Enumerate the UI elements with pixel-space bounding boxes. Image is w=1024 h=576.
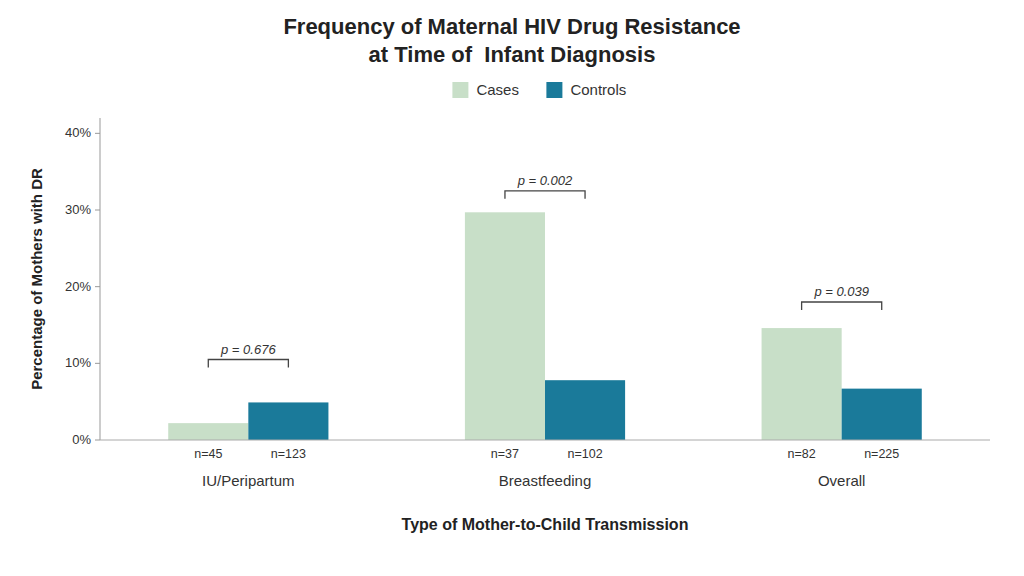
bar (248, 402, 328, 440)
tick-label: 0% (72, 432, 91, 447)
bar (762, 328, 842, 440)
tick-mark (95, 133, 100, 134)
x-axis-line (100, 440, 990, 441)
p-value: p = 0.039 (813, 284, 869, 299)
chart: Frequency of Maternal HIV Drug Resistanc… (0, 0, 1024, 576)
n-label: n=82 (788, 447, 816, 461)
bar (168, 423, 248, 440)
p-value: p = 0.002 (517, 173, 573, 188)
category-label: Overall (818, 472, 866, 489)
bar (842, 389, 922, 440)
bars (168, 212, 922, 440)
tick-label: 40% (65, 125, 91, 140)
title: Frequency of Maternal HIV Drug Resistanc… (283, 14, 740, 39)
tick-label: 20% (65, 279, 91, 294)
x-axis-label: Type of Mother-to-Child Transmission (402, 516, 689, 533)
bar (465, 212, 545, 440)
p-brackets (208, 191, 881, 368)
category-label: Breastfeeding (499, 472, 592, 489)
chart-container: Frequency of Maternal HIV Drug Resistanc… (0, 0, 1024, 576)
subtitle: at Time of Infant Diagnosis (369, 42, 656, 67)
p-bracket (208, 360, 288, 368)
n-label: n=102 (567, 447, 602, 461)
p-bracket (802, 302, 882, 310)
p-value: p = 0.676 (220, 342, 276, 357)
n-label: n=225 (864, 447, 899, 461)
background (0, 0, 1024, 576)
y-axis-label: Percentage of Mothers with DR (28, 168, 45, 390)
legend: Cases Controls (452, 81, 626, 98)
legend-swatch (452, 82, 468, 98)
n-label: n=123 (271, 447, 306, 461)
n-label: n=45 (194, 447, 222, 461)
tick-mark (95, 363, 100, 364)
p-bracket (505, 191, 585, 199)
tick-mark (95, 210, 100, 211)
bar (545, 380, 625, 440)
legend-label: Controls (570, 81, 626, 98)
n-label: n=37 (491, 447, 519, 461)
tick-mark (95, 440, 100, 441)
y-axis-line (100, 118, 101, 440)
category-label: IU/Peripartum (202, 472, 295, 489)
y-axis: 0% 10% 20% 30% 40% (65, 118, 100, 447)
legend-label: Cases (476, 81, 519, 98)
legend-swatch (546, 82, 562, 98)
tick-label: 30% (65, 202, 91, 217)
tick-mark (95, 286, 100, 287)
tick-label: 10% (65, 355, 91, 370)
